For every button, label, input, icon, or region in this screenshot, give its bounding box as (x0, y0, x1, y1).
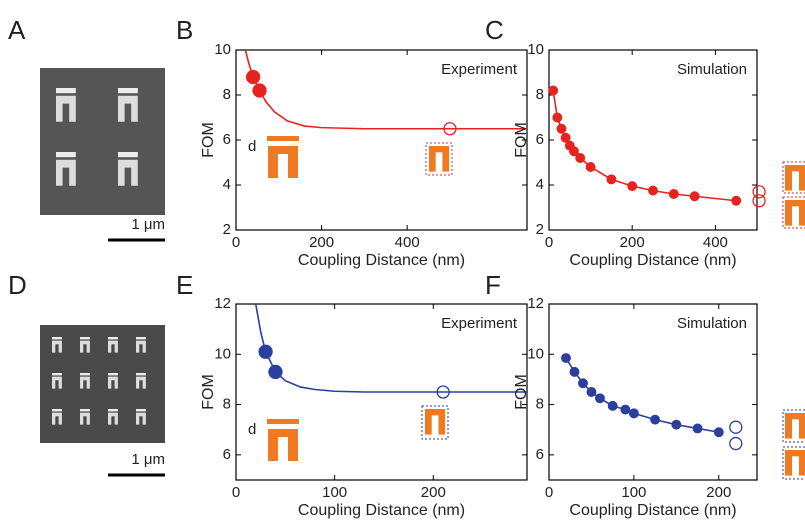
data-point (648, 185, 658, 196)
inset-icon (267, 405, 449, 461)
inset-label: d (248, 421, 256, 438)
x-tick-label: 0 (545, 234, 553, 251)
y-tick-label: 2 (223, 221, 231, 238)
y-axis-label: FOM (200, 122, 217, 158)
data-point (561, 353, 571, 364)
inset-icon (267, 136, 453, 178)
panel-label: E (176, 270, 193, 300)
y-tick-label: 2 (536, 221, 544, 238)
y-tick-label: 6 (223, 131, 231, 148)
y-tick-label: 8 (223, 86, 231, 103)
x-axis-label: Coupling Distance (nm) (298, 502, 465, 519)
y-axis-label: FOM (200, 374, 217, 410)
data-point (731, 195, 742, 206)
data-point (556, 123, 567, 134)
data-point (443, 122, 457, 136)
y-tick-label: 10 (527, 41, 544, 58)
annotation: Experiment (441, 61, 518, 78)
y-axis-label: FOM (513, 122, 530, 158)
panel-label: D (8, 270, 27, 300)
y-tick-label: 8 (536, 396, 544, 413)
data-point (627, 181, 638, 192)
annotation: Simulation (677, 61, 747, 78)
panel-label: B (176, 15, 193, 45)
sem-image (40, 68, 165, 215)
x-tick-label: 0 (232, 234, 240, 251)
data-point (628, 408, 639, 419)
data-point (586, 387, 597, 397)
data-point (671, 419, 682, 430)
data-point (594, 393, 605, 404)
annotation: Experiment (441, 315, 518, 332)
y-tick-label: 10 (214, 345, 231, 362)
sem-image (40, 325, 165, 443)
y-tick-label: 12 (214, 295, 231, 312)
data-point (436, 385, 450, 399)
x-tick-label: 200 (706, 484, 731, 501)
data-point (585, 162, 596, 172)
y-tick-label: 4 (223, 176, 231, 193)
data-point (606, 174, 617, 185)
x-axis-label: Coupling Distance (nm) (569, 252, 736, 269)
x-tick-label: 200 (309, 234, 334, 251)
data-point (578, 378, 588, 389)
data-point (252, 83, 267, 98)
x-axis-label: Coupling Distance (nm) (298, 252, 465, 269)
data-point (752, 185, 766, 199)
scale-label: 1 μm (131, 216, 165, 233)
x-tick-label: 200 (421, 484, 446, 501)
inset-label: d (248, 138, 256, 155)
data-point (668, 189, 679, 199)
y-tick-label: 10 (214, 41, 231, 58)
data-point (620, 404, 631, 415)
scale-label: 1 μm (131, 451, 165, 468)
y-tick-label: 6 (536, 131, 544, 148)
series-line (552, 90, 737, 202)
y-tick-label: 4 (536, 176, 544, 193)
data-point (729, 420, 743, 434)
inset-icon (782, 161, 805, 229)
data-point (689, 191, 700, 202)
data-point (692, 423, 703, 434)
y-tick-label: 8 (223, 396, 231, 413)
inset-icon (782, 409, 805, 480)
data-point (569, 146, 579, 157)
x-tick-label: 200 (620, 234, 645, 251)
x-axis-label: Coupling Distance (nm) (569, 502, 736, 519)
data-point (569, 366, 580, 377)
data-point (575, 153, 586, 163)
data-point (729, 436, 743, 451)
panel-label: A (8, 15, 26, 45)
x-tick-label: 0 (545, 484, 553, 501)
data-point (752, 194, 766, 208)
panel-label: C (485, 15, 504, 45)
data-point (258, 344, 273, 359)
y-tick-label: 8 (536, 86, 544, 103)
y-tick-label: 10 (527, 345, 544, 362)
y-axis-label: FOM (513, 374, 530, 410)
y-tick-label: 6 (536, 446, 544, 463)
x-tick-label: 0 (232, 484, 240, 501)
annotation: Simulation (677, 315, 747, 332)
x-tick-label: 400 (395, 234, 420, 251)
x-tick-label: 100 (322, 484, 347, 501)
data-point (650, 414, 661, 425)
data-point (560, 132, 571, 143)
x-tick-label: 400 (703, 234, 728, 251)
y-tick-label: 6 (223, 446, 231, 463)
data-point (245, 69, 261, 85)
data-point (548, 85, 559, 96)
panel-label: F (485, 270, 501, 300)
data-point (607, 400, 618, 411)
y-tick-label: 12 (527, 295, 544, 312)
plot-frame (548, 303, 758, 481)
data-point (713, 427, 724, 438)
x-tick-label: 100 (621, 484, 646, 501)
data-point (552, 112, 563, 123)
data-point (268, 364, 283, 380)
